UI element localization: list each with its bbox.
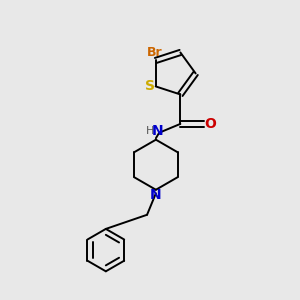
Text: N: N bbox=[151, 124, 163, 138]
Text: N: N bbox=[150, 188, 162, 202]
Text: S: S bbox=[146, 80, 155, 93]
Text: H: H bbox=[146, 126, 154, 136]
Text: Br: Br bbox=[146, 46, 162, 59]
Text: O: O bbox=[205, 117, 216, 131]
